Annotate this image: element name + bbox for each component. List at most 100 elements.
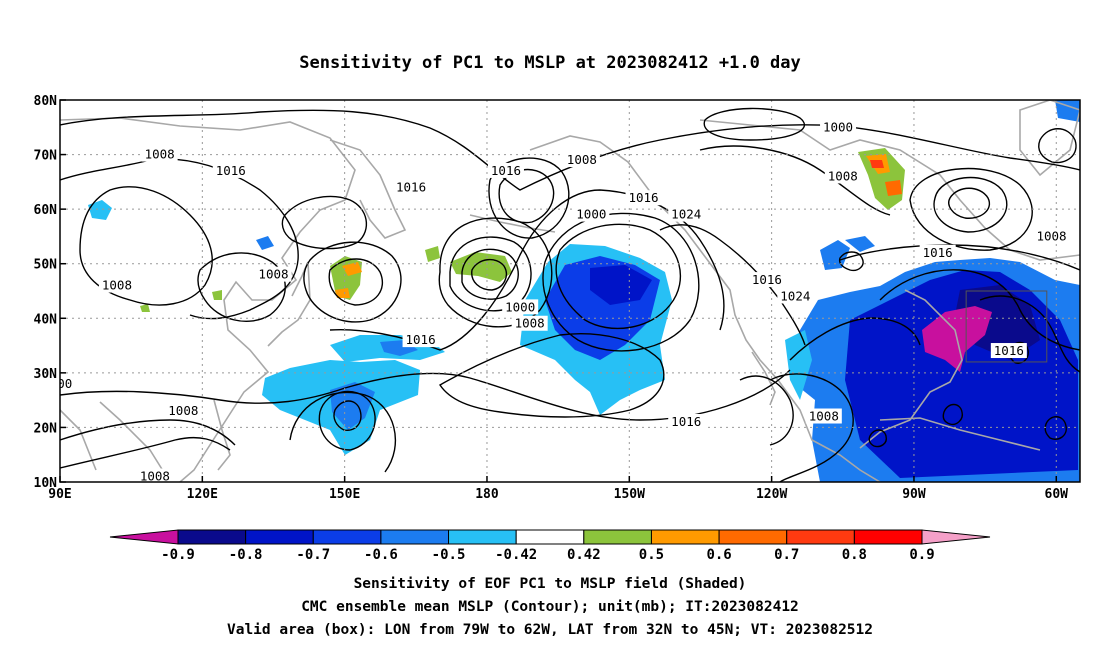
contour-label-bg bbox=[573, 206, 610, 222]
contour-label: 1024 bbox=[780, 288, 810, 303]
contour-label: 1008 bbox=[1036, 228, 1066, 243]
footer-line-2: CMC ensemble mean MSLP (Contour); unit(m… bbox=[301, 599, 799, 615]
contour-label-bg bbox=[777, 288, 814, 304]
contour-pacific-1016-east bbox=[659, 224, 806, 346]
contour-label: 1016 bbox=[216, 163, 246, 178]
shade-central-pacific-deep bbox=[590, 265, 652, 305]
mslp-contours bbox=[60, 107, 1080, 482]
contour-label: 1008 bbox=[258, 267, 288, 282]
contour-pacific-high-1024 bbox=[555, 223, 682, 330]
contour-greenland-low bbox=[1038, 128, 1077, 164]
contour-label: 1016 bbox=[396, 179, 426, 194]
shade-siberia-spot bbox=[88, 200, 112, 220]
lon-tick-label: 60W bbox=[1045, 487, 1069, 502]
shade-small-green-3 bbox=[212, 290, 222, 300]
colorbar-segment bbox=[650, 529, 720, 545]
contour-label: 1008 bbox=[102, 278, 132, 293]
colorbar-segment bbox=[853, 529, 923, 545]
shade-great-lakes-spot bbox=[845, 236, 875, 252]
contour-label: 1016 bbox=[491, 163, 521, 178]
shade-hudson-red bbox=[870, 160, 884, 168]
colorbar-label: -0.7 bbox=[296, 547, 330, 563]
contour-alaska-1016 bbox=[699, 145, 891, 216]
contour-label-bg bbox=[668, 413, 705, 429]
contour-label: 1008 bbox=[809, 409, 839, 424]
contour-bering-low-2 bbox=[488, 157, 570, 239]
contour-label: 1008 bbox=[515, 316, 545, 331]
contour-label: 1008 bbox=[828, 168, 858, 183]
contour-label-bg bbox=[511, 315, 548, 331]
colorbar-label: -0.42 bbox=[495, 547, 537, 563]
contour-atlantic-1016 bbox=[879, 269, 1080, 351]
shade-rockies-spot bbox=[820, 240, 850, 270]
footer-line-3: Valid area (box): LON from 79W to 62W, L… bbox=[227, 622, 873, 638]
contour-kamchatka-low-2 bbox=[461, 248, 519, 300]
lat-tick-label: 40N bbox=[34, 312, 58, 327]
contour-arctic-low-1000 bbox=[703, 107, 806, 141]
colorbar-segment bbox=[245, 529, 314, 545]
contour-1008-south-asia-2 bbox=[60, 419, 236, 446]
shade-east-coast-lightblue-rim bbox=[785, 330, 812, 400]
lat-tick-label: 60N bbox=[34, 203, 58, 218]
colorbar-label: 0.8 bbox=[842, 547, 867, 563]
contour-label-bg bbox=[98, 277, 135, 293]
colorbar-segment bbox=[448, 529, 517, 545]
colorbar-label: -0.8 bbox=[229, 547, 263, 563]
contour-pacific-1016-wide bbox=[439, 333, 665, 418]
contour-1008-asia-low bbox=[197, 252, 286, 323]
contour-gulf-1016 bbox=[789, 317, 921, 361]
shade-small-green-1 bbox=[425, 246, 440, 262]
contour-label-bg bbox=[990, 343, 1027, 359]
contour-gulf-1008 bbox=[769, 373, 854, 482]
colorbar-label: 0.7 bbox=[774, 547, 799, 563]
shade-hudson-orange-2 bbox=[885, 180, 902, 196]
contour-1008-south-asia bbox=[60, 436, 231, 469]
contour-label: 1016 bbox=[752, 272, 782, 287]
contour-atlantic-small-low-1 bbox=[942, 403, 964, 426]
contour-label: 1008 bbox=[567, 152, 597, 167]
contour-label-bg bbox=[748, 272, 785, 288]
contour-label-bg bbox=[141, 146, 178, 162]
contour-label-bg bbox=[502, 299, 539, 315]
shade-sakhalin-orange bbox=[342, 262, 362, 276]
contour-label-bg bbox=[212, 162, 249, 178]
contour-label-bg bbox=[805, 408, 842, 424]
coast-philippines bbox=[213, 399, 231, 471]
figure-title: Sensitivity of PC1 to MSLP at 2023082412… bbox=[299, 53, 801, 73]
contour-label-bg bbox=[625, 190, 662, 206]
shade-manchuria-spot bbox=[256, 236, 274, 250]
contour-label-bg bbox=[668, 206, 705, 222]
coast-greenland bbox=[1019, 100, 1080, 177]
contour-label-bg bbox=[487, 162, 524, 178]
contour-labrador-1008 bbox=[909, 167, 1033, 251]
colorbar: -0.9 -0.8 -0.7 -0.6 -0.5 -0.42 0.42 0.5 0.6 0.7 0.… bbox=[109, 529, 991, 563]
contour-sakhalin-low-2 bbox=[303, 241, 402, 323]
contour-label: 1008 bbox=[145, 147, 175, 162]
contour-label: 1016 bbox=[994, 343, 1024, 358]
colorbar-label: -0.6 bbox=[364, 547, 398, 563]
contour-label-bg bbox=[60, 375, 75, 391]
colorbar-segment bbox=[515, 529, 585, 545]
contour-1016-asia bbox=[60, 158, 299, 320]
contour-label-bg bbox=[820, 119, 857, 135]
contour-label: 1000 bbox=[823, 119, 853, 134]
contour-kamchatka-low-1 bbox=[471, 259, 508, 291]
contour-north-1008 bbox=[60, 109, 1080, 191]
contour-east-pacific-1008 bbox=[739, 375, 794, 446]
contour-label-bg bbox=[136, 468, 173, 482]
lat-tick-label: 80N bbox=[34, 94, 58, 109]
contour-labels: 1008101610161016100810001016102410001008… bbox=[60, 119, 1070, 482]
contour-label: 1008 bbox=[168, 403, 198, 418]
contour-label: 1016 bbox=[406, 332, 436, 347]
shade-kamchatka-green bbox=[450, 252, 512, 282]
colorbar-segment bbox=[583, 529, 652, 545]
colorbar-segment bbox=[786, 529, 855, 545]
shade-small-green-2 bbox=[140, 304, 150, 312]
lon-tick-label: 150E bbox=[329, 487, 360, 502]
contour-atlantic-small-low-2 bbox=[868, 429, 888, 448]
valid-area-box bbox=[965, 290, 1048, 363]
colorbar-label: 0.5 bbox=[639, 547, 664, 563]
colorbar-label: 0.6 bbox=[706, 547, 731, 563]
colorbar-segment bbox=[177, 529, 247, 545]
contour-label-bg bbox=[563, 152, 600, 168]
